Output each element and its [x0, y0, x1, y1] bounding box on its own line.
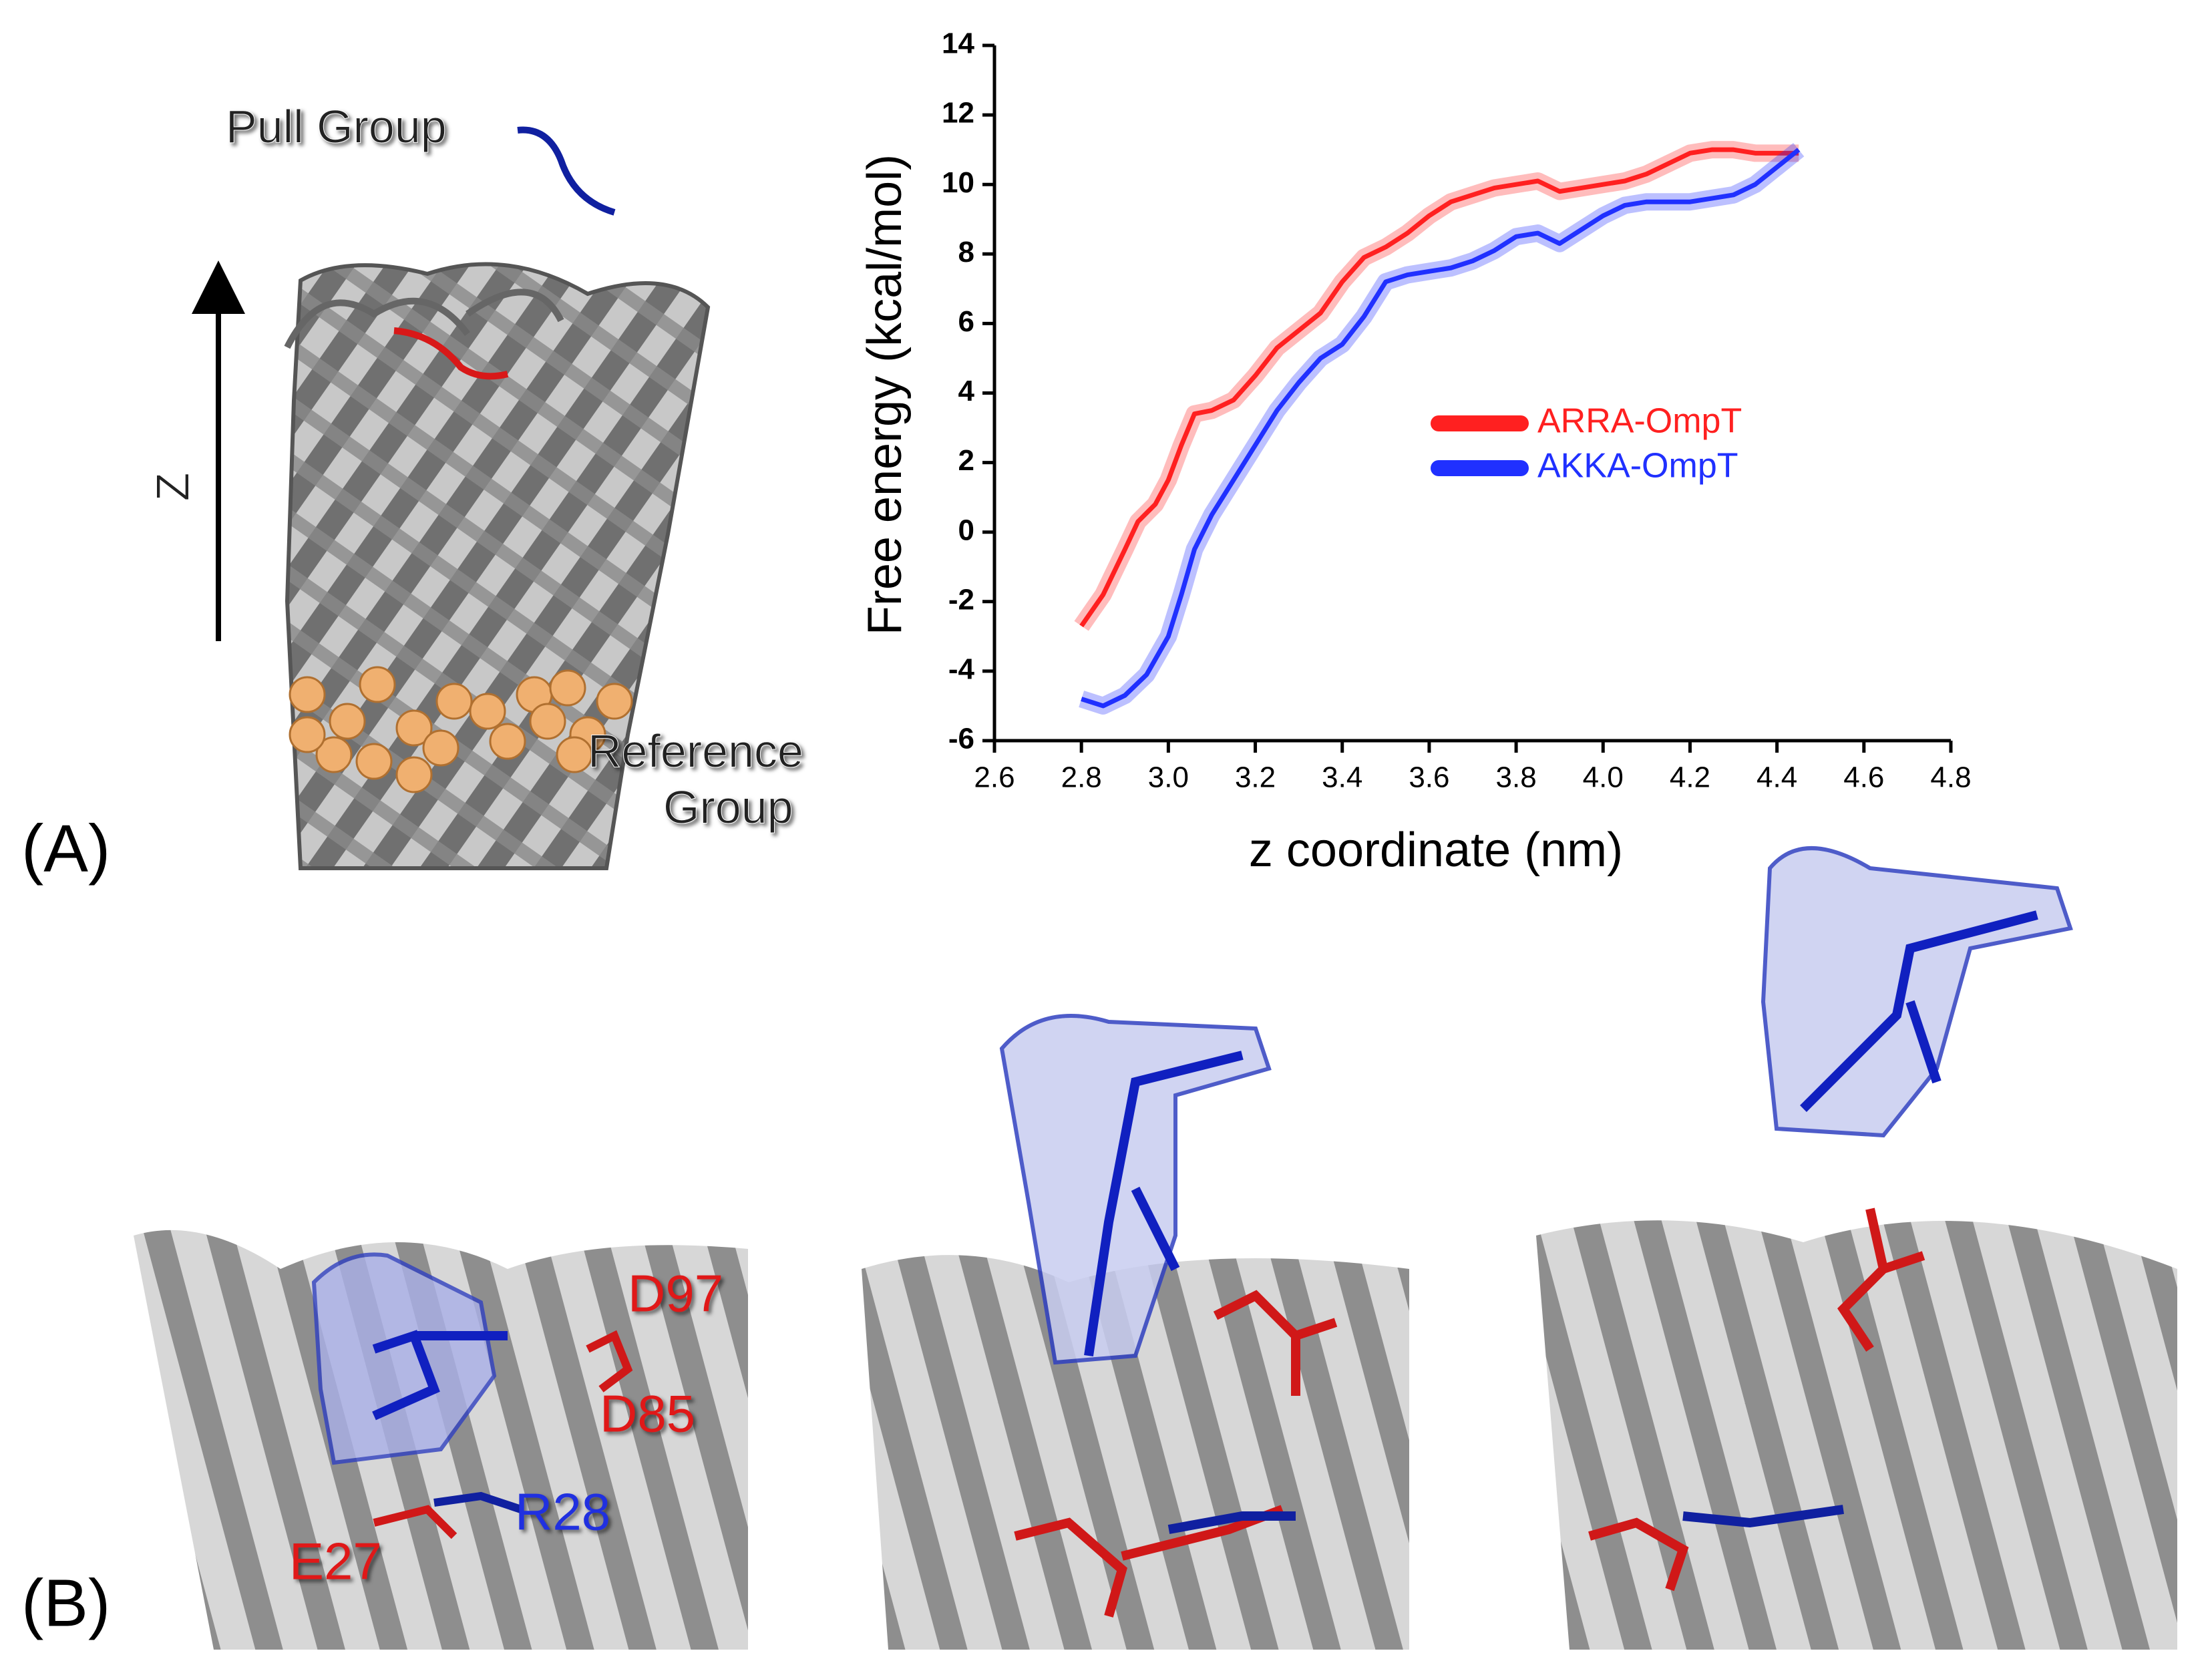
x-tick-label: 4.0: [1583, 761, 1624, 794]
protein-panel-b: [134, 846, 2177, 1650]
y-tick-label: -4: [948, 653, 975, 686]
x-tick-label: 4.2: [1670, 761, 1710, 794]
x-tick-label: 4.8: [1930, 761, 1971, 794]
y-tick-label: 10: [942, 166, 974, 199]
x-tick-label: 3.4: [1322, 761, 1362, 794]
reference-label: Reference: [588, 725, 803, 777]
residue-label: D85: [600, 1384, 695, 1443]
residue-label: E27: [289, 1532, 382, 1591]
z-label: Z: [146, 473, 198, 502]
y-tick-label: 0: [958, 514, 974, 546]
y-tick-label: 8: [958, 236, 974, 268]
x-tick-label: 4.6: [1843, 761, 1884, 794]
x-tick-label: 3.8: [1496, 761, 1537, 794]
y-tick-label: 12: [942, 97, 974, 130]
y-tick-label: -2: [948, 583, 974, 616]
y-tick-label: 2: [958, 444, 974, 477]
legend-label: ARRA-OmpT: [1537, 402, 1742, 441]
panel-label: (A): [21, 811, 110, 886]
y-tick-label: -6: [948, 723, 974, 755]
y-tick-label: 14: [942, 27, 974, 60]
series-line: [1079, 147, 1799, 628]
y-tick-label: 6: [958, 305, 974, 338]
x-axis-title: z coordinate (nm): [1249, 823, 1623, 877]
x-tick-label: 2.6: [974, 761, 1015, 794]
y-axis-title: Free energy (kcal/mol): [858, 154, 912, 635]
x-tick-label: 3.2: [1235, 761, 1276, 794]
residue-label: R28: [515, 1483, 610, 1541]
panel-label: (B): [21, 1565, 110, 1640]
pull-group-label: Pull Group: [226, 100, 447, 152]
x-tick-label: 3.0: [1148, 761, 1189, 794]
legend-label: AKKA-OmpT: [1537, 447, 1738, 486]
series-line: [1081, 148, 1801, 709]
chart: z coordinate (nm) Free energy (kcal/mol)…: [858, 27, 1972, 877]
x-tick-label: 3.6: [1409, 761, 1449, 794]
x-tick-label: 4.4: [1757, 761, 1797, 794]
x-tick-label: 2.8: [1061, 761, 1102, 794]
residue-label: D97: [628, 1264, 723, 1323]
protein-panel-a: [192, 126, 711, 870]
y-tick-label: 4: [958, 375, 975, 407]
reference-label: Group: [663, 781, 793, 833]
